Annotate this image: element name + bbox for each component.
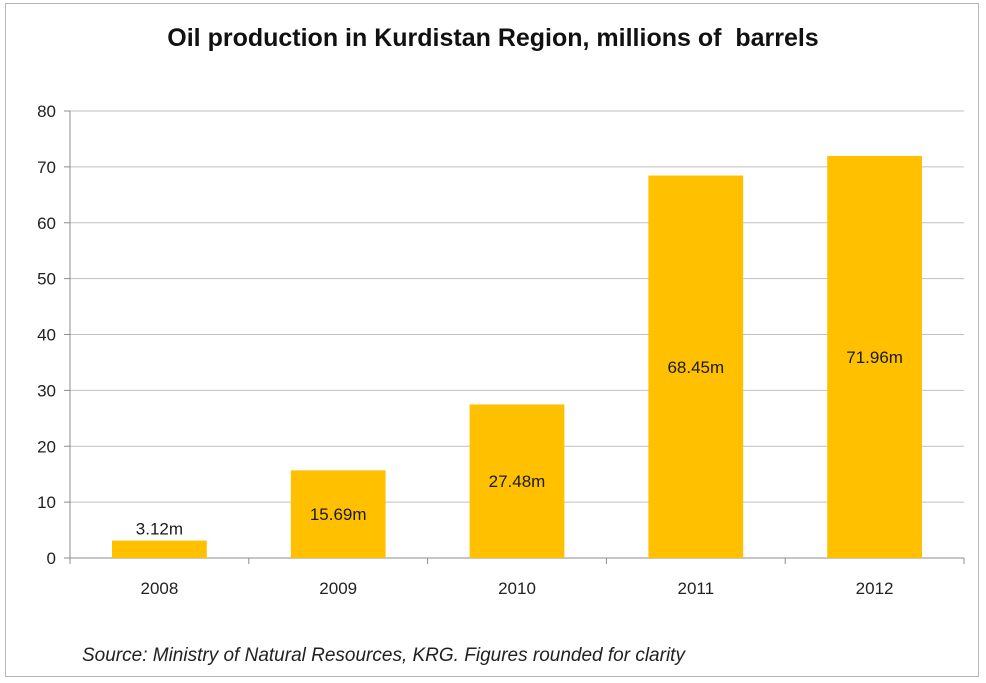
y-tick-label: 60 bbox=[37, 214, 56, 233]
data-labels: 3.12m 15.69m 27.48m 68.45m 71.96m bbox=[136, 348, 903, 539]
y-tick-label: 40 bbox=[37, 326, 56, 345]
data-label: 27.48m bbox=[489, 472, 546, 491]
bars bbox=[112, 155, 922, 558]
y-tick-label: 50 bbox=[37, 270, 56, 289]
y-tick-label: 30 bbox=[37, 381, 56, 400]
x-tick-label: 2011 bbox=[678, 579, 715, 598]
data-label: 68.45m bbox=[667, 358, 724, 377]
chart-title: Oil production in Kurdistan Region, mill… bbox=[167, 24, 819, 52]
x-tick-label: 2012 bbox=[856, 579, 894, 598]
y-tick-label: 80 bbox=[37, 102, 56, 121]
data-label: 71.96m bbox=[846, 348, 903, 367]
source-note: Source: Ministry of Natural Resources, K… bbox=[82, 645, 685, 666]
y-tick-label: 10 bbox=[37, 493, 56, 512]
x-tick-labels: 2008 2009 2010 2011 2012 bbox=[140, 579, 893, 598]
x-tick-label: 2009 bbox=[319, 579, 357, 598]
bar-2012 bbox=[827, 155, 922, 558]
bar-2008 bbox=[112, 540, 207, 558]
y-tick-label: 20 bbox=[37, 437, 56, 456]
bar-2009 bbox=[290, 470, 386, 558]
x-tick-label: 2010 bbox=[498, 579, 536, 598]
y-tick-label: 0 bbox=[47, 549, 56, 568]
x-tick-label: 2008 bbox=[140, 579, 178, 598]
bar-2011 bbox=[648, 175, 744, 558]
data-label: 15.69m bbox=[310, 505, 367, 524]
y-tick-labels: 0 10 20 30 40 50 60 70 80 bbox=[37, 102, 56, 568]
y-tick-label: 70 bbox=[37, 158, 56, 177]
chart-frame bbox=[5, 3, 979, 677]
bar-2010 bbox=[469, 404, 565, 558]
data-label: 3.12m bbox=[136, 520, 183, 539]
